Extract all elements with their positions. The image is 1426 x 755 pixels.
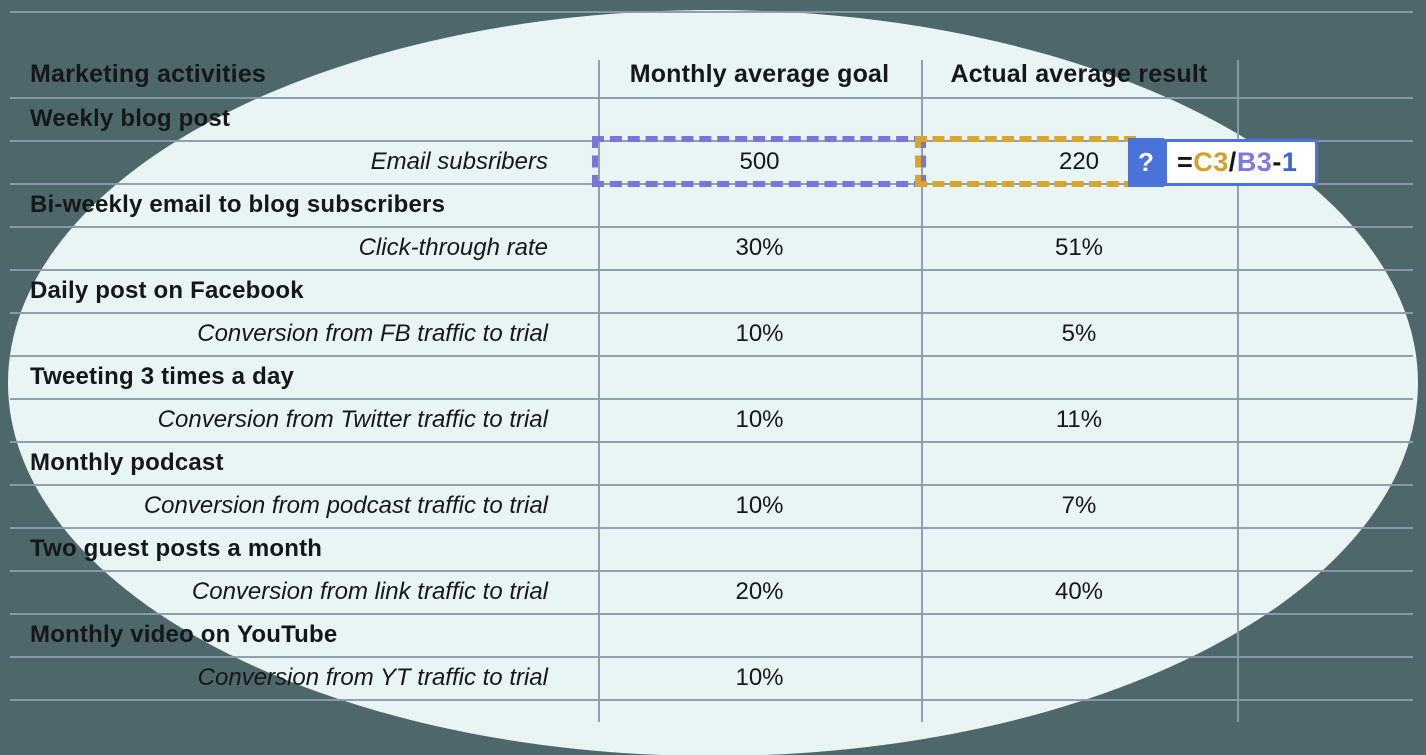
- cell-activity-label[interactable]: Conversion from podcast traffic to trial: [143, 491, 548, 519]
- gridline: [921, 60, 923, 722]
- cell-goal-value[interactable]: 10%: [735, 663, 784, 691]
- cell-goal-value[interactable]: 500: [739, 147, 780, 175]
- cell-actual-value[interactable]: 51%: [1054, 233, 1104, 261]
- background-ellipse: [8, 10, 1418, 755]
- cell-activity-label[interactable]: Monthly video on YouTube: [30, 620, 338, 648]
- cell-activity-label[interactable]: Click-through rate: [358, 233, 548, 261]
- cell-actual-value[interactable]: 40%: [1054, 577, 1104, 605]
- gridline: [1237, 60, 1239, 722]
- cell-goal-value[interactable]: [598, 613, 921, 656]
- table-row: Email subsribers 500 220: [0, 140, 1426, 183]
- cell-goal-value[interactable]: 10%: [735, 491, 784, 519]
- gridline: [10, 11, 1413, 13]
- cell-goal-value[interactable]: [598, 355, 921, 398]
- table-row: Conversion from YT traffic to trial 10%: [0, 656, 1426, 699]
- cell-actual-value[interactable]: 11%: [1055, 405, 1103, 433]
- gridline: [10, 355, 1413, 357]
- cell-actual-value[interactable]: 220: [1058, 147, 1100, 175]
- cell-activity-label[interactable]: Conversion from link traffic to trial: [191, 577, 548, 605]
- cell-activity-label[interactable]: Monthly podcast: [30, 448, 224, 476]
- cell-activity-label[interactable]: Bi-weekly email to blog subscribers: [30, 190, 446, 218]
- cell-goal-value[interactable]: [598, 269, 921, 312]
- help-badge[interactable]: ?: [1128, 138, 1164, 187]
- gridline: [10, 398, 1413, 400]
- gridline: [10, 527, 1413, 529]
- cell-goal-value[interactable]: 20%: [735, 577, 784, 605]
- formula-token: /: [1228, 147, 1237, 177]
- table-row: Monthly video on YouTube: [0, 613, 1426, 656]
- gridline: [10, 441, 1413, 443]
- gridline: [598, 60, 600, 722]
- gridline: [10, 269, 1413, 271]
- table-row: Two guest posts a month: [0, 527, 1426, 570]
- header-row: Marketing activities Monthly average goa…: [0, 11, 1426, 97]
- cell-actual-value[interactable]: [921, 355, 1237, 398]
- cell-goal-value[interactable]: [598, 97, 921, 140]
- cell-goal-value[interactable]: 10%: [735, 319, 784, 347]
- cell-actual-value[interactable]: [921, 613, 1237, 656]
- gridline: [10, 656, 1413, 658]
- gridline: [10, 699, 1413, 701]
- formula-token: =: [1177, 147, 1194, 177]
- cell-actual-value[interactable]: [921, 441, 1237, 484]
- formula-token: 1: [1281, 147, 1298, 177]
- column-header-actual[interactable]: Actual average result: [950, 60, 1208, 88]
- table-row: Conversion from Twitter traffic to trial…: [0, 398, 1426, 441]
- gridline: [10, 97, 1413, 99]
- selected-goal-cell-outline: [592, 136, 926, 187]
- column-header-activities[interactable]: Marketing activities: [30, 60, 267, 88]
- cell-activity-label[interactable]: Daily post on Facebook: [30, 276, 304, 304]
- formula-token: -: [1272, 147, 1282, 177]
- table-row: Tweeting 3 times a day: [0, 355, 1426, 398]
- formula-token: C3: [1193, 147, 1229, 177]
- gridline: [10, 312, 1413, 314]
- cell-actual-value[interactable]: [921, 183, 1237, 226]
- cell-goal-value[interactable]: [598, 183, 921, 226]
- cell-goal-value[interactable]: [598, 527, 921, 570]
- cell-actual-value[interactable]: [921, 97, 1237, 140]
- gridline: [10, 613, 1413, 615]
- cell-activity-label[interactable]: Conversion from FB traffic to trial: [197, 319, 548, 347]
- table-row: Conversion from podcast traffic to trial…: [0, 484, 1426, 527]
- table-row: Click-through rate 30% 51%: [0, 226, 1426, 269]
- formula-token: B3: [1236, 147, 1273, 177]
- table-row: Monthly podcast: [0, 441, 1426, 484]
- cell-activity-label[interactable]: Two guest posts a month: [30, 534, 323, 562]
- formula-box[interactable]: = C3/B3-1: [1164, 139, 1318, 186]
- table-row: Daily post on Facebook: [0, 269, 1426, 312]
- cell-actual-value[interactable]: 5%: [1061, 319, 1097, 347]
- cell-actual-value[interactable]: [921, 269, 1237, 312]
- gridline: [10, 226, 1413, 228]
- table-row: Weekly blog post: [0, 97, 1426, 140]
- cell-activity-label[interactable]: Tweeting 3 times a day: [30, 362, 295, 390]
- cell-activity-label[interactable]: Weekly blog post: [30, 104, 231, 132]
- cell-goal-value[interactable]: [598, 441, 921, 484]
- cell-actual-value[interactable]: [921, 527, 1237, 570]
- table-row: Conversion from FB traffic to trial 10% 5%: [0, 312, 1426, 355]
- gridline: [10, 484, 1413, 486]
- column-header-goal[interactable]: Monthly average goal: [629, 60, 890, 88]
- selected-actual-cell-outline: [915, 136, 1136, 187]
- cell-goal-value[interactable]: 30%: [735, 233, 784, 261]
- cell-goal-value[interactable]: 10%: [735, 405, 784, 433]
- cell-activity-label[interactable]: Email subsribers: [370, 147, 548, 175]
- table-row: Bi-weekly email to blog subscribers: [0, 183, 1426, 226]
- gridline: [10, 570, 1413, 572]
- table-row: Conversion from link traffic to trial 20%…: [0, 570, 1426, 613]
- cell-activity-label[interactable]: Conversion from Twitter traffic to trial: [157, 405, 548, 433]
- cell-actual-value[interactable]: 7%: [1061, 491, 1097, 519]
- cell-activity-label[interactable]: Conversion from YT traffic to trial: [197, 663, 548, 691]
- cell-actual-value[interactable]: [921, 656, 1237, 699]
